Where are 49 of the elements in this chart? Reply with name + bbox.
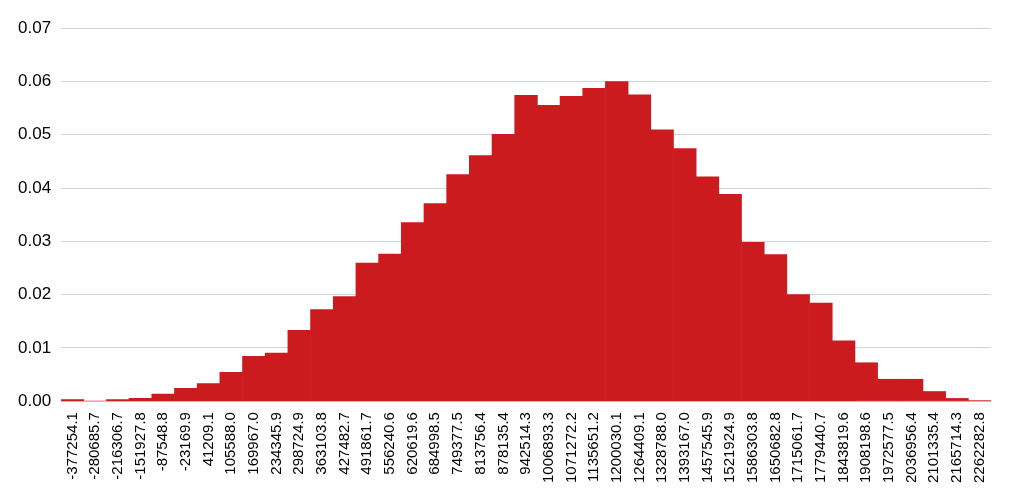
y-tick-label: 0.02 [17,284,52,304]
x-tick-label: 105588.0 [221,412,239,475]
x-tick-label: 1650682.8 [765,412,783,483]
x-tick-label: 1457545.9 [697,412,715,483]
x-tick-label: 1779440.7 [811,412,829,483]
x-tick-label: 556240.6 [380,412,398,475]
x-tick-label: 684998.5 [425,412,443,475]
y-tick-label: 0.07 [17,17,52,37]
x-tick-label: 2262282.8 [969,412,987,483]
x-tick-label: -23169.9 [175,412,193,472]
x-tick-label: -87548.8 [153,412,171,472]
y-tick-label: 0.06 [17,71,52,91]
x-tick-label: 1135651.2 [584,412,602,482]
x-tick-label: 1393167.0 [674,412,692,483]
x-tick-label: 1264409.1 [629,412,647,483]
x-tick-label: 1586303.8 [742,412,760,483]
x-tick-label: 169967.0 [244,412,262,475]
x-tick-label: 234345.9 [266,412,284,475]
y-tick-label: 0.05 [17,124,52,144]
x-tick-label: 298724.9 [289,412,307,475]
x-tick-label: -280685.7 [85,412,103,480]
x-tick-label: 427482.7 [334,412,352,475]
x-tick-label: 1521924.9 [720,412,738,483]
x-tick-label: 1972577.5 [879,412,897,483]
x-tick-label: 749377.5 [448,412,466,475]
x-tick-label: 2165714.3 [947,412,965,483]
x-tick-label: 1071272.2 [561,412,579,483]
x-tick-label: 942514.3 [516,412,534,475]
x-tick-label: 2036956.4 [901,412,919,483]
x-tick-label: -151927.8 [130,412,148,480]
x-tick-label: 1006893.3 [538,412,556,483]
x-tick-label: 2101335.4 [924,412,942,483]
x-tick-label: 491861.7 [357,412,375,475]
x-tick-label: 620619.6 [402,412,420,475]
x-tick-label: 363103.8 [312,412,330,475]
x-tick-label: -377254.1 [62,412,80,480]
y-tick-label: 0.00 [17,390,52,410]
x-tick-label: 1715061.7 [788,412,806,483]
x-tick-label: -216306.7 [107,412,125,480]
x-tick-label: 813756.4 [470,412,488,475]
x-tick-label: 1843819.6 [833,412,851,483]
y-tick-label: 0.01 [17,337,52,357]
x-tick-label: 1328788.0 [652,412,670,483]
x-tick-label: 1200030.1 [606,412,624,483]
y-tick-label: 0.03 [17,230,52,250]
x-tick-label: 878135.4 [493,412,511,475]
y-tick-label: 0.04 [17,177,52,197]
x-tick-label: 1908198.6 [856,412,874,483]
x-tick-label: 41209.1 [198,412,216,467]
